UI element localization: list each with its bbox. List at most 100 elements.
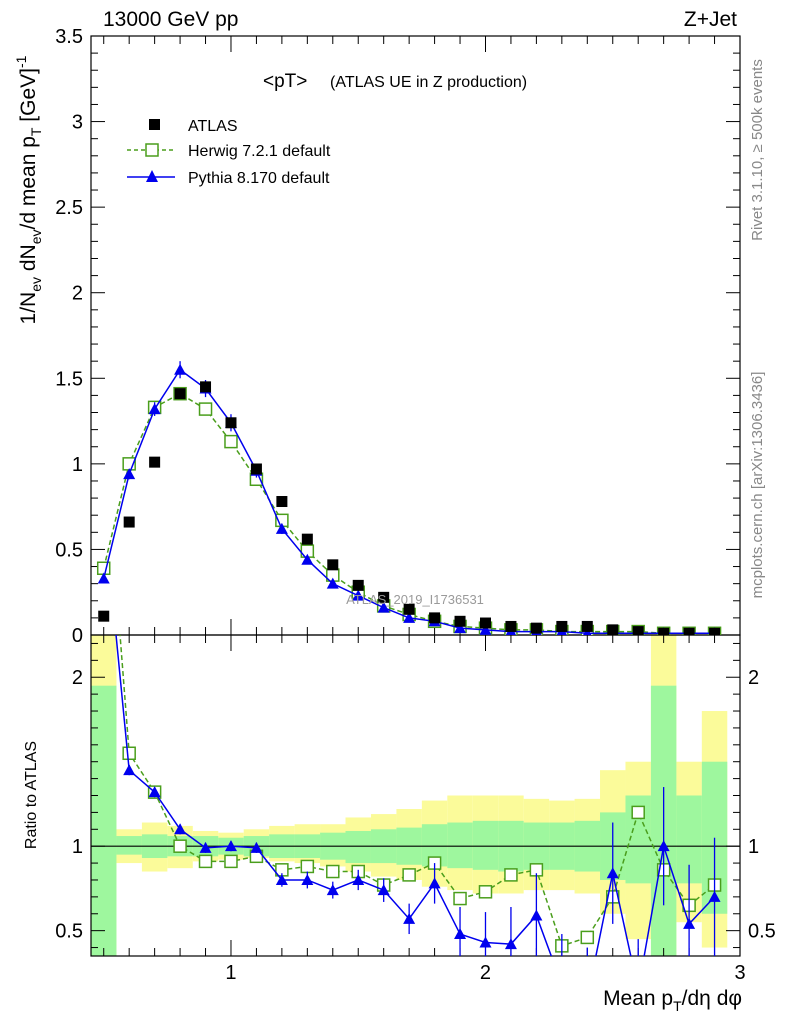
ratio-herwig-point (580, 930, 595, 945)
legend-atlas-marker (149, 119, 160, 130)
main-y-tick-label: 2 (72, 283, 83, 305)
atlas-point (454, 615, 466, 627)
x-tick-label: 2 (480, 962, 491, 984)
band-inner-bin (116, 836, 142, 855)
main-y-tick-label: 0.5 (55, 539, 83, 561)
ratio-pythia-point (530, 909, 543, 921)
ratio-herwig-point (122, 746, 136, 761)
ratio-pythia-point (352, 873, 365, 885)
ratio-pythia-point (250, 841, 263, 853)
pythia-point (352, 589, 365, 601)
atlas-point (378, 591, 390, 603)
plot-title: <pT> (263, 71, 307, 92)
ratio-herwig-point (173, 839, 187, 853)
ratio-pythia-point (606, 867, 619, 879)
legend: ATLAS Herwig 7.2.1 default Pythia 8.170 … (127, 118, 331, 187)
main-series-group (96, 361, 722, 635)
legend-entry-atlas: ATLAS (149, 118, 238, 135)
ratio-y-tick-label-right: 2 (748, 667, 759, 689)
ratio-pythia-point (148, 786, 161, 798)
x-axis-title: Mean pT/dη dφ (603, 987, 742, 1014)
main-y-tick-label: 1.5 (55, 368, 83, 390)
pythia-point (148, 403, 161, 415)
atlas-point (683, 627, 695, 635)
main-y-tick-label: 0 (72, 625, 83, 647)
pythia-point (326, 577, 339, 589)
atlas-point (352, 579, 364, 591)
x-tick-label: 1 (225, 962, 236, 984)
pythia-point (479, 623, 492, 635)
ratio-pythia-point (428, 877, 441, 889)
ratio-pythia-point (708, 890, 721, 902)
legend-entry-pythia: Pythia 8.170 default (127, 170, 330, 187)
ratio-herwig-point (224, 854, 238, 869)
side-label-bottom: mcplots.cern.ch [arXiv:1306.3436] (749, 372, 766, 599)
main-y-tick-label: 2.5 (55, 197, 83, 219)
ratio-pythia-point (504, 938, 517, 950)
ratio-herwig-point (326, 864, 340, 879)
atlas-point (301, 533, 313, 545)
ratio-series-group (115, 635, 722, 956)
ratio-y-tick-label-right: 0.5 (748, 921, 776, 943)
ratio-pythia-point (301, 873, 314, 885)
main-y-tick-label: 1 (72, 454, 83, 476)
ratio-herwig-point (402, 868, 416, 882)
ratio-pythia-point (326, 884, 339, 896)
pythia-point (377, 601, 390, 613)
ratio-herwig-point (631, 805, 645, 820)
ratio-pythia-point (199, 841, 212, 853)
ratio-pythia-point (377, 884, 390, 896)
ratio-pythia-point (174, 823, 187, 835)
ratio-pythia-point (123, 764, 136, 776)
process-label: Z+Jet (684, 8, 737, 31)
atlas-point (174, 388, 186, 400)
y-axis-title: 1/Nev dNev/d mean pT [GeV]-1 (13, 55, 44, 324)
pythia-point (454, 622, 467, 634)
atlas-point (581, 620, 593, 632)
pythia-point (174, 363, 187, 375)
herwig-point (224, 434, 238, 449)
atlas-point (632, 626, 644, 635)
band-inner-bin (447, 822, 473, 869)
atlas-point (225, 417, 237, 429)
atlas-point (276, 496, 288, 508)
atlas-point (403, 603, 415, 615)
atlas-point (250, 463, 262, 475)
ratio-pythia-point (224, 840, 237, 852)
ratio-pythia-point (275, 873, 288, 885)
pythia-point (275, 522, 288, 534)
atlas-point (505, 620, 517, 632)
atlas-point (123, 516, 135, 528)
atlas-point (479, 617, 491, 629)
pythia-point (97, 572, 110, 584)
ratio-pythia-point (479, 936, 492, 948)
side-label-top: Rivet 3.1.10, ≥ 500k events (749, 59, 766, 241)
ratio-pythia-point (683, 917, 696, 929)
atlas-point (556, 620, 568, 632)
legend-atlas-label: ATLAS (188, 118, 238, 135)
herwig-point (198, 402, 213, 416)
plot-subtitle: (ATLAS UE in Z production) (330, 74, 527, 91)
atlas-point (709, 627, 721, 635)
ratio-herwig-point (300, 859, 315, 874)
atlas-point (429, 612, 441, 624)
atlas-point (530, 622, 542, 634)
atlas-point (327, 559, 339, 571)
ratio-y-tick-label: 0.5 (55, 921, 83, 943)
legend-herwig-label: Herwig 7.2.1 default (188, 143, 331, 160)
pythia-point (301, 553, 314, 565)
atlas-point (658, 627, 670, 635)
ratio-y-tick-label: 1 (72, 836, 83, 858)
atlas-point (607, 624, 619, 635)
ratio-pythia-point (403, 912, 416, 924)
atlas-point (98, 610, 110, 622)
atlas-point (200, 381, 212, 393)
ratio-y-tick-label-right: 1 (748, 836, 759, 858)
legend-entry-herwig: Herwig 7.2.1 default (127, 143, 331, 160)
ratio-herwig-point (478, 885, 493, 899)
main-y-tick-label: 3.5 (55, 26, 83, 48)
ratio-herwig-point (453, 891, 467, 906)
main-y-tick-label: 3 (72, 112, 83, 134)
ratio-y-axis-title: Ratio to ATLAS (23, 741, 40, 849)
